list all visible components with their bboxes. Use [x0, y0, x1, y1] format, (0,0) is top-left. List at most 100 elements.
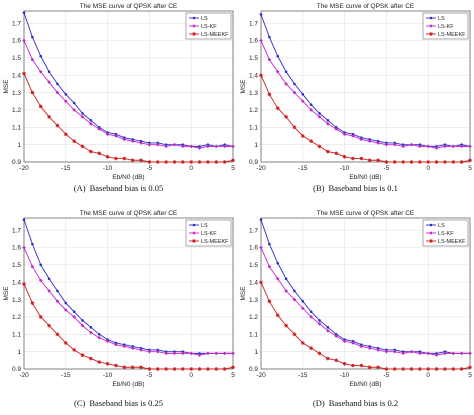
legend-marker: [192, 32, 196, 36]
data-point: [326, 326, 330, 329]
data-point: [114, 156, 118, 161]
data-point: [189, 160, 194, 164]
data-point: [384, 142, 389, 147]
data-point: [359, 363, 364, 368]
data-point: [468, 144, 472, 149]
y-tick-label: 1.1: [12, 124, 21, 131]
legend-marker: [429, 16, 433, 20]
y-tick-label: 1.1: [12, 331, 21, 338]
y-axis-label: MSE: [3, 286, 10, 301]
data-point: [342, 154, 347, 159]
data-point: [206, 160, 210, 164]
caption-text: Baseband bias is 0.2: [328, 398, 399, 408]
y-tick-label: 1.4: [249, 72, 258, 79]
data-point: [122, 156, 127, 161]
y-tick-label: 0.9: [249, 159, 258, 166]
data-point: [451, 367, 456, 371]
y-tick-label: 1.6: [249, 38, 258, 45]
data-point: [164, 351, 168, 356]
data-point: [31, 242, 34, 246]
data-point: [276, 54, 280, 58]
x-tick-label: -20: [19, 372, 29, 379]
data-point: [114, 363, 118, 368]
data-point: [401, 160, 406, 164]
data-point: [309, 346, 314, 351]
data-point: [81, 112, 84, 115]
x-tick-label: 0: [189, 372, 193, 379]
data-point: [206, 367, 210, 371]
data-point: [267, 57, 272, 62]
data-point: [97, 360, 102, 364]
data-point: [384, 367, 389, 371]
x-tick-label: 5: [468, 372, 472, 379]
y-tick-label: 1.3: [12, 90, 21, 97]
data-point: [105, 132, 110, 137]
x-tick-label: -10: [340, 372, 350, 379]
legend-label: LS-KF: [201, 231, 217, 237]
data-point: [63, 132, 68, 137]
data-point: [38, 104, 43, 109]
data-point: [197, 146, 202, 150]
x-tick-label: 0: [426, 165, 430, 172]
y-tick-label: 1.4: [12, 279, 21, 286]
data-point: [63, 341, 68, 345]
data-point: [284, 114, 288, 119]
y-tick-label: 1: [254, 349, 258, 356]
caption-label: (A): [73, 183, 86, 193]
data-point: [275, 276, 280, 281]
data-point: [197, 367, 202, 371]
data-point: [293, 289, 296, 293]
data-point: [301, 300, 305, 303]
data-point: [468, 365, 472, 370]
data-point: [80, 144, 85, 149]
data-point: [89, 119, 93, 122]
data-point: [342, 132, 347, 137]
data-point: [172, 351, 177, 356]
legend-label: LS-MEEKF: [438, 32, 466, 38]
data-point: [97, 151, 102, 156]
caption-c: (C) Baseband bias is 0.25: [0, 398, 237, 408]
y-tick-label: 1.3: [249, 90, 258, 97]
data-point: [459, 351, 464, 356]
data-point: [64, 99, 68, 104]
legend-label: LS: [438, 16, 445, 22]
x-tick-label: 5: [231, 165, 235, 172]
data-point: [214, 144, 219, 149]
mse-chart-a: -20 -15 -10 -5 0 5 0.9 1 1.1 1.2 1.3 1.4 1.5 1.6 1.7 Th…: [3, 3, 235, 181]
caption-text: Baseband bias is 0.05: [89, 183, 164, 193]
data-point: [468, 158, 472, 163]
data-point: [259, 13, 263, 16]
data-point: [334, 334, 339, 338]
data-point: [88, 149, 93, 154]
data-point: [147, 160, 152, 164]
legend-marker: [429, 24, 433, 28]
data-point: [426, 367, 431, 371]
data-point: [155, 349, 160, 354]
data-point: [64, 301, 68, 305]
data-point: [22, 282, 26, 286]
data-point: [222, 144, 227, 149]
data-point: [418, 144, 422, 149]
data-point: [97, 127, 102, 131]
y-tick-label: 1: [17, 142, 21, 149]
data-point: [80, 353, 85, 358]
x-tick-label: -20: [256, 165, 266, 172]
data-point: [451, 351, 456, 356]
data-point: [80, 115, 85, 119]
data-point: [147, 349, 152, 354]
x-tick-label: -20: [19, 165, 29, 172]
axes-box: [260, 10, 471, 163]
data-point: [55, 90, 60, 95]
data-point: [376, 158, 380, 163]
data-point: [342, 361, 347, 366]
data-point: [459, 144, 464, 149]
data-point: [147, 142, 152, 147]
series-line: [260, 219, 470, 354]
data-point: [122, 344, 127, 349]
data-point: [392, 367, 397, 371]
data-point: [451, 144, 456, 149]
y-tick-label: 1.1: [249, 331, 258, 338]
legend-label: LS: [438, 223, 445, 229]
data-point: [55, 123, 60, 128]
data-point: [155, 367, 160, 371]
